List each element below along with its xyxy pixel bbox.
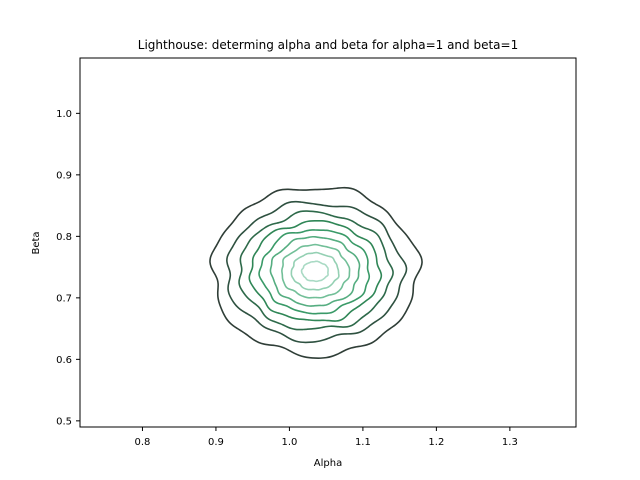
x-tick-label: 1.3: [502, 437, 518, 448]
x-tick-label: 0.8: [135, 437, 151, 448]
contour-lines: [209, 186, 423, 359]
x-tick-label: 0.9: [208, 437, 224, 448]
chart-title: Lighthouse: determing alpha and beta for…: [138, 38, 518, 52]
y-tick-label: 0.8: [56, 232, 72, 243]
y-axis: 0.5 0.6 0.7 0.8 0.9 1.0: [56, 109, 80, 427]
x-axis-label: Alpha: [314, 458, 342, 469]
y-tick-label: 1.0: [56, 109, 72, 120]
x-tick-label: 1.2: [428, 437, 444, 448]
contour-level-1: [209, 186, 423, 359]
contour-level-8: [290, 251, 340, 291]
y-tick-label: 0.9: [56, 170, 72, 181]
y-tick-label: 0.5: [56, 416, 72, 427]
x-tick-label: 1.0: [281, 437, 297, 448]
contour-level-3: [238, 210, 394, 331]
contour-level-6: [269, 235, 361, 307]
y-axis-label: Beta: [31, 231, 42, 254]
y-tick-label: 0.6: [56, 355, 72, 366]
x-tick-label: 1.1: [355, 437, 371, 448]
x-axis: 0.8 0.9 1.0 1.1 1.2 1.3: [135, 427, 518, 448]
contour-level-7: [281, 243, 351, 299]
plot-frame: [79, 57, 577, 428]
contour-level-4: [248, 219, 383, 322]
contour-level-2: [226, 200, 408, 344]
y-tick-label: 0.7: [56, 293, 72, 304]
contour-level-5: [258, 229, 371, 315]
contour-level-9: [300, 260, 329, 283]
